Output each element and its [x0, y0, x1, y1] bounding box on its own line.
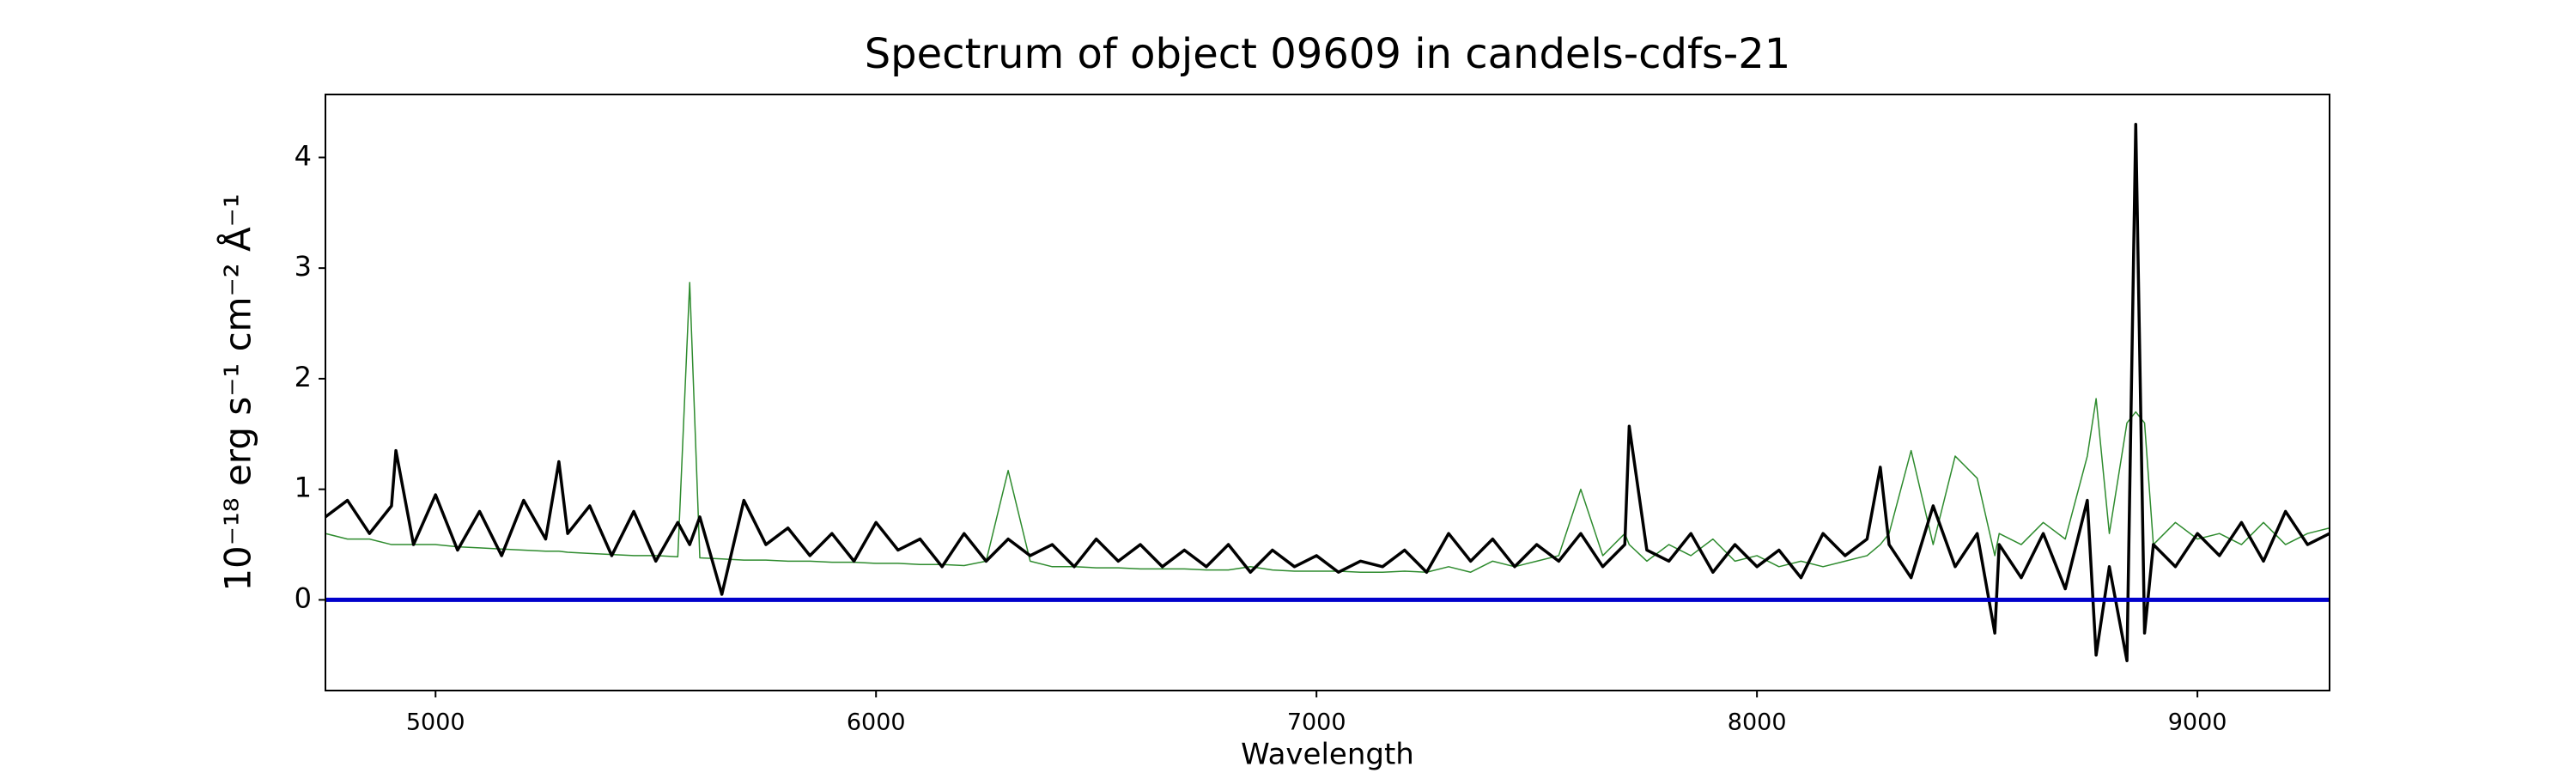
chart-title: Spectrum of object 09609 in candels-cdfs…	[865, 30, 1791, 78]
y-tick-label: 3	[295, 250, 312, 283]
x-tick-label: 7000	[1287, 709, 1346, 736]
x-axis-label: Wavelength	[1241, 738, 1414, 772]
x-tick-label: 5000	[406, 709, 465, 736]
y-tick-label: 2	[295, 361, 312, 393]
y-tick-label: 0	[295, 581, 312, 614]
x-tick-label: 6000	[847, 709, 906, 736]
plot-frame	[325, 94, 2330, 691]
spectrum-line	[325, 282, 2330, 573]
x-tick-label: 9000	[2168, 709, 2227, 736]
y-tick-label: 4	[295, 139, 312, 172]
y-axis-label: 10⁻¹⁸ erg s⁻¹ cm⁻² Å⁻¹	[216, 193, 259, 591]
x-tick-label: 8000	[1728, 709, 1787, 736]
y-tick-label: 1	[295, 472, 312, 504]
spectrum-line	[325, 123, 2330, 662]
